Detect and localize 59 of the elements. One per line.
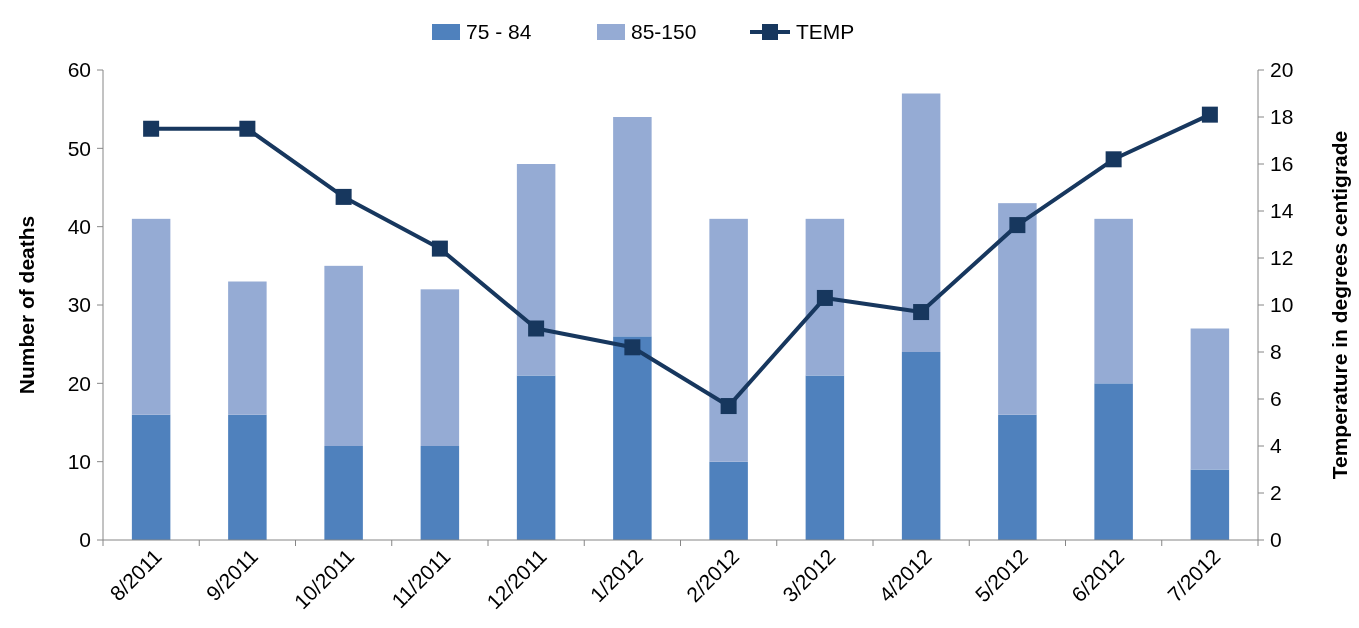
y2-tick-label: 16 xyxy=(1270,152,1294,176)
y-tick-label: 20 xyxy=(67,371,91,395)
y2-tick-label: 0 xyxy=(1270,528,1282,552)
bar xyxy=(709,218,748,462)
point xyxy=(1009,217,1026,234)
point xyxy=(624,339,641,356)
bar xyxy=(1094,383,1133,540)
y2-tick-label: 6 xyxy=(1270,387,1282,411)
bar xyxy=(228,414,267,540)
bar xyxy=(805,375,845,540)
bar xyxy=(613,117,652,337)
point xyxy=(816,289,833,306)
bar xyxy=(228,281,267,415)
point xyxy=(143,120,160,137)
bar xyxy=(709,461,748,540)
bar xyxy=(901,352,941,540)
bar xyxy=(1190,328,1230,470)
point xyxy=(528,320,545,337)
bar xyxy=(420,446,460,540)
y2-tick-label: 14 xyxy=(1270,199,1294,223)
point xyxy=(239,120,256,137)
y-tick-label: 40 xyxy=(67,215,91,239)
y2-tick-label: 10 xyxy=(1270,293,1294,317)
point xyxy=(1201,106,1218,123)
legend-label: TEMP xyxy=(796,20,855,44)
y-tick-label: 50 xyxy=(67,136,91,160)
y2-tick-label: 8 xyxy=(1270,340,1282,364)
point xyxy=(913,304,930,321)
y2-axis-title: Temperature in degrees centigrade xyxy=(1328,130,1351,480)
bar xyxy=(998,203,1037,415)
y2-tick-label: 18 xyxy=(1270,105,1294,129)
bar xyxy=(613,336,652,540)
bar xyxy=(516,164,556,376)
bar xyxy=(1190,469,1230,540)
y-tick-label: 10 xyxy=(67,450,91,474)
bar xyxy=(420,289,460,446)
y2-tick-label: 20 xyxy=(1270,58,1294,82)
y2-tick-label: 4 xyxy=(1270,434,1282,458)
y-axis-title: Number of deaths xyxy=(15,215,38,395)
point xyxy=(335,188,352,205)
point xyxy=(720,398,737,415)
legend-label: 75 - 84 xyxy=(466,20,532,44)
y2-tick-label: 12 xyxy=(1270,246,1294,270)
y-tick-label: 60 xyxy=(67,58,91,82)
bar xyxy=(131,414,171,540)
bar xyxy=(805,218,845,376)
bar xyxy=(324,265,363,446)
point xyxy=(431,240,448,257)
y-tick-label: 0 xyxy=(79,528,91,552)
legend-label: 85-150 xyxy=(631,20,697,44)
bar xyxy=(901,93,941,352)
bar xyxy=(1094,218,1133,384)
y2-tick-label: 2 xyxy=(1270,481,1282,505)
bar xyxy=(324,446,363,540)
bar xyxy=(516,375,556,540)
bar xyxy=(998,414,1037,540)
point xyxy=(1105,151,1122,168)
bar xyxy=(131,218,171,415)
y-tick-label: 30 xyxy=(67,293,91,317)
